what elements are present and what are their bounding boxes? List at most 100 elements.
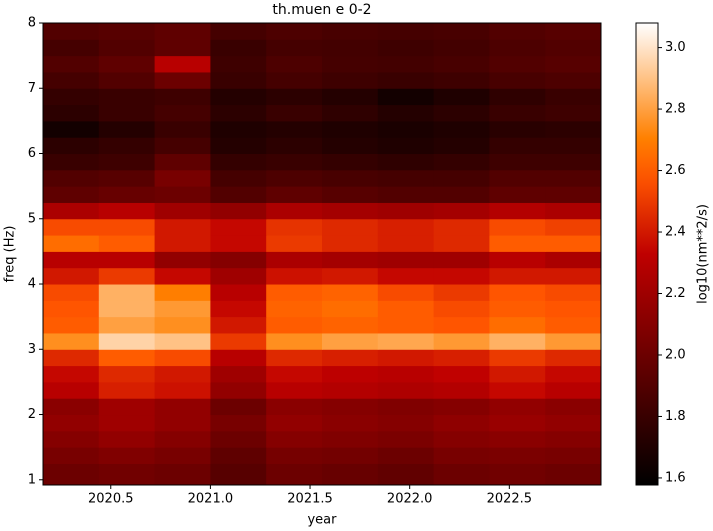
heatmap-cell [154, 300, 211, 318]
heatmap-cell [154, 39, 211, 57]
colorbar-tick-label: 2.8 [665, 102, 686, 117]
heatmap-cell [98, 55, 156, 73]
heatmap-cell [266, 381, 323, 399]
heatmap-cell [322, 414, 379, 432]
heatmap-cell [154, 186, 211, 203]
heatmap-cell [98, 120, 156, 138]
heatmap-cell [377, 235, 435, 252]
colorbar-tick-label: 2.4 [665, 225, 686, 240]
heatmap-cell [545, 349, 602, 367]
heatmap-cell [210, 23, 267, 40]
heatmap-cell [377, 332, 435, 350]
heatmap-cell [266, 235, 323, 252]
heatmap-cell [98, 398, 156, 416]
heatmap-cell [322, 186, 379, 203]
heatmap-cell [154, 316, 211, 334]
y-axis-label: freq (Hz) [3, 226, 18, 283]
heatmap-cell [266, 39, 323, 57]
heatmap-cell [489, 463, 546, 486]
heatmap-cell [489, 235, 546, 252]
heatmap-cell [98, 23, 156, 40]
heatmap-cell [266, 284, 323, 301]
heatmap-cell [489, 186, 546, 203]
heatmap-cell [210, 365, 267, 383]
heatmap-cell [545, 39, 602, 57]
heatmap-cell [433, 202, 490, 220]
heatmap-cell [545, 235, 602, 252]
heatmap-cell [154, 23, 211, 40]
heatmap-cell [154, 398, 211, 416]
heatmap-cell [43, 463, 100, 486]
heatmap-cell [433, 235, 490, 252]
heatmap-cell [489, 169, 546, 187]
heatmap-cell [154, 235, 211, 252]
heatmap-cell [433, 55, 490, 73]
heatmap-cell [266, 430, 323, 448]
heatmap-cell [98, 202, 156, 220]
heatmap-cell [377, 316, 435, 334]
heatmap-cell [43, 284, 100, 301]
heatmap-cell [43, 169, 100, 187]
heatmap-cell [322, 39, 379, 57]
heatmap-cell [433, 447, 490, 464]
heatmap-cell [98, 430, 156, 448]
heatmap-cell [43, 71, 100, 89]
heatmap-cell [266, 365, 323, 383]
heatmap-cell [322, 365, 379, 383]
heatmap-cell [210, 186, 267, 203]
heatmap-cell [489, 365, 546, 383]
heatmap-cell [545, 120, 602, 138]
heatmap-cell [377, 23, 435, 40]
heatmap-cell [98, 381, 156, 399]
heatmap-cell [489, 349, 546, 367]
heatmap-cell [377, 169, 435, 187]
heatmap-cell [154, 414, 211, 432]
heatmap-cell [43, 251, 100, 269]
heatmap-cell [210, 430, 267, 448]
heatmap-cell [322, 381, 379, 399]
heatmap-cell [210, 169, 267, 187]
heatmap-cell [377, 381, 435, 399]
heatmap-cell [98, 365, 156, 383]
heatmap-cell [377, 251, 435, 269]
heatmap-cell [433, 332, 490, 350]
heatmap-cell [266, 316, 323, 334]
heatmap-cell [98, 284, 156, 301]
heatmap-cell [377, 120, 435, 138]
heatmap-cell [489, 55, 546, 73]
heatmap-cell [433, 218, 490, 236]
heatmap-cell [545, 267, 602, 285]
heatmap-cell [489, 39, 546, 57]
heatmap-cell [154, 153, 211, 171]
heatmap-cell [433, 104, 490, 122]
heatmap-cell [433, 414, 490, 432]
heatmap-cell [154, 55, 211, 73]
heatmap-cell [545, 55, 602, 73]
heatmap-cell [98, 316, 156, 334]
heatmap-cell [98, 332, 156, 350]
heatmap-cell [266, 463, 323, 486]
heatmap-cell [377, 104, 435, 122]
heatmap-cell [266, 153, 323, 171]
heatmap-cell [43, 414, 100, 432]
y-tick-label: 7 [28, 81, 36, 96]
heatmap-cell [322, 137, 379, 155]
heatmap-cell [322, 430, 379, 448]
heatmap-cell [98, 169, 156, 187]
heatmap-cell [154, 284, 211, 301]
heatmap-cell [266, 55, 323, 73]
heatmap-cell [98, 447, 156, 464]
heatmap-cell [43, 235, 100, 252]
heatmap-cell [377, 186, 435, 203]
colorbar-tick-label: 2.6 [665, 163, 686, 178]
heatmap-cell [545, 23, 602, 40]
heatmap-cell [98, 186, 156, 203]
heatmap-cell [43, 300, 100, 318]
heatmap-cell [545, 430, 602, 448]
heatmap-cell [545, 284, 602, 301]
heatmap-cell [489, 300, 546, 318]
heatmap-cell [43, 267, 100, 285]
heatmap-cell [98, 251, 156, 269]
heatmap-cell [377, 202, 435, 220]
heatmap-cell [154, 88, 211, 106]
